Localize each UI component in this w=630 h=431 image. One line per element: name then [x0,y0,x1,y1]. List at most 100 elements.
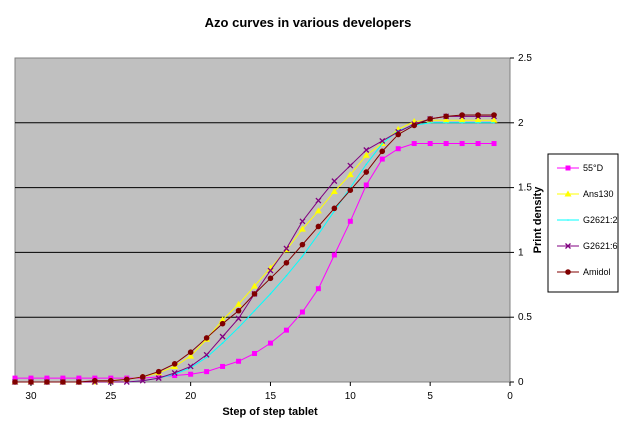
data-point [475,141,481,147]
y-axis: 0 0.5 1 1.5 2 2.5 [510,53,532,388]
data-point [187,352,195,359]
legend-label: Amidol [583,267,611,277]
data-point [347,187,354,193]
data-point [60,375,66,381]
data-point [315,223,322,230]
data-point [363,169,370,175]
data-point [28,379,34,385]
x-tick-label: 0 [507,391,513,402]
data-point [221,342,224,344]
data-point [442,116,450,123]
data-point [459,141,465,147]
data-point [363,182,369,188]
legend-label: G2621:6 [583,241,618,251]
data-point [331,252,337,258]
data-point [477,122,479,124]
data-point [395,146,401,152]
data-point [235,300,243,307]
data-point [203,335,210,341]
data-point [443,141,449,147]
data-point [267,340,273,346]
data-point [204,369,210,375]
legend-marker [564,190,572,197]
data-point [285,274,288,277]
data-point [490,116,498,123]
data-point [76,375,82,381]
data-point [139,374,146,380]
data-point [314,207,322,214]
legend-label: Ans130 [583,189,614,199]
x-tick-label: 25 [105,391,117,402]
legend-item: 55°D [557,163,604,173]
data-point [459,112,465,118]
data-point [395,131,402,138]
legend-item: Ans130 [557,189,614,199]
data-point [123,376,130,383]
data-point [491,112,497,118]
data-point [475,112,481,118]
data-point [155,375,162,382]
legend-marker [565,165,571,171]
data-point [443,113,449,120]
data-point [365,163,368,166]
data-point [12,379,18,385]
data-point [28,375,34,381]
data-point [315,197,322,204]
data-point [219,320,226,327]
data-point [427,141,433,147]
data-point [411,122,417,129]
data-point [362,151,370,158]
data-point [237,326,240,329]
data-point [267,275,274,282]
legend-box [547,153,619,293]
data-point [172,373,178,379]
data-point [108,377,114,384]
data-point [283,259,290,266]
data-point [156,374,162,380]
x-axis: 30 25 20 15 10 5 0 [25,382,513,402]
x-tick-label: 10 [345,391,357,402]
data-point [187,349,194,355]
data-point [283,327,289,333]
y-tick-label: 1 [518,247,524,258]
y-tick-label: 1.5 [518,183,532,194]
x-tick-label: 15 [265,391,277,402]
data-point [427,116,433,122]
data-point [429,122,431,124]
data-point [219,333,226,340]
y-tick-label: 2.5 [518,53,532,64]
series-layer [11,112,498,385]
y-axis-label: Print density [532,186,544,254]
data-point [220,363,226,369]
data-point [331,178,338,185]
data-point [44,375,50,381]
data-point [299,241,306,248]
data-point [155,368,162,375]
data-point [299,218,306,225]
data-point [219,316,227,323]
y-tick-label: 0 [518,377,524,388]
legend-label: 55°D [583,163,604,173]
data-point [76,379,82,385]
data-point [331,205,338,212]
data-point [299,309,305,315]
x-tick-label: 30 [25,391,37,402]
data-point [493,122,495,124]
legend: 55°D Ans130 G2621:2 G2621:6 Amidol [547,153,619,293]
data-point [171,369,178,376]
data-point [346,171,354,178]
data-point [269,293,272,295]
data-point [203,351,210,358]
data-point [12,375,18,381]
data-point [411,141,417,147]
series-4 [12,112,497,385]
data-point [251,291,258,297]
data-point [491,141,497,147]
data-point [283,245,290,252]
data-point [187,363,194,370]
data-point [253,309,256,312]
data-point [267,267,274,274]
data-point [44,379,50,385]
data-point [363,147,370,153]
data-point [474,116,482,123]
